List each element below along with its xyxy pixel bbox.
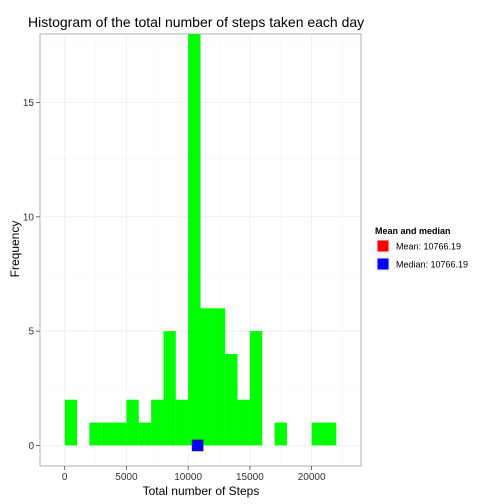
histogram-bar	[163, 331, 176, 446]
y-tick-label: 0	[28, 441, 34, 452]
legend-label-mean: Mean: 10766.19	[396, 242, 461, 252]
chart-title: Histogram of the total number of steps t…	[28, 14, 364, 30]
x-tick-label: 10000	[174, 472, 202, 483]
histogram-bar	[138, 422, 152, 446]
histogram-bar	[249, 331, 263, 446]
histogram-bar	[114, 422, 127, 446]
histogram-bar	[311, 422, 324, 446]
legend: Mean and median Mean: 10766.19 Median: 10…	[374, 226, 468, 273]
y-tick-label: 15	[23, 98, 35, 109]
y-tick-label: 5	[28, 327, 34, 338]
y-tick-label: 10	[23, 212, 35, 223]
x-axis-title: Total number of Steps	[143, 484, 260, 498]
x-tick-label: 0	[62, 472, 68, 483]
histogram-bar	[200, 308, 213, 446]
histogram-bar	[101, 422, 115, 446]
histogram-bar	[188, 34, 201, 446]
legend-swatch-median	[377, 258, 389, 270]
legend-title: Mean and median	[375, 226, 451, 236]
histogram-bar	[225, 354, 238, 446]
markers	[191, 439, 204, 452]
histogram-bar	[237, 399, 250, 446]
x-tick-label: 5000	[115, 472, 138, 483]
x-tick-label: 20000	[298, 472, 326, 483]
histogram-bar	[89, 422, 102, 446]
axes: 0 5000 10000 15000 20000 0 5 10 15	[23, 98, 326, 483]
legend-label-median: Median: 10766.19	[396, 260, 468, 270]
histogram-bar	[151, 399, 164, 446]
histogram-bar	[274, 422, 287, 446]
histogram-bar	[126, 399, 139, 446]
x-tick-label: 15000	[236, 472, 264, 483]
bars	[64, 34, 337, 446]
legend-swatch-mean	[377, 240, 389, 252]
histogram-bar	[212, 308, 226, 446]
y-axis-title: Frequency	[8, 221, 22, 278]
histogram-bar	[323, 422, 337, 446]
histogram-bar	[175, 399, 189, 446]
histogram-bar	[64, 399, 78, 446]
marker-median	[191, 439, 204, 452]
